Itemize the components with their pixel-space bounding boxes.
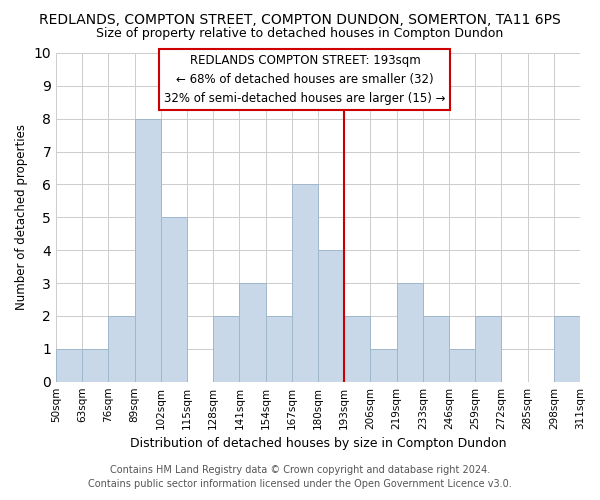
Bar (213, 316, 239, 382)
Y-axis label: Number of detached properties: Number of detached properties (15, 124, 28, 310)
Bar (554, 316, 580, 382)
Text: Size of property relative to detached houses in Compton Dundon: Size of property relative to detached ho… (97, 28, 503, 40)
Bar (475, 316, 502, 382)
Bar (397, 283, 423, 382)
Bar (449, 349, 475, 382)
Bar (239, 283, 266, 382)
Bar (370, 349, 397, 382)
Text: REDLANDS COMPTON STREET: 193sqm
← 68% of detached houses are smaller (32)
32% of: REDLANDS COMPTON STREET: 193sqm ← 68% of… (164, 54, 446, 105)
Bar (82, 349, 109, 382)
Text: Contains HM Land Registry data © Crown copyright and database right 2024.
Contai: Contains HM Land Registry data © Crown c… (88, 465, 512, 489)
Bar (423, 316, 449, 382)
Text: REDLANDS, COMPTON STREET, COMPTON DUNDON, SOMERTON, TA11 6PS: REDLANDS, COMPTON STREET, COMPTON DUNDON… (39, 12, 561, 26)
Bar (318, 250, 344, 382)
Bar (266, 316, 292, 382)
X-axis label: Distribution of detached houses by size in Compton Dundon: Distribution of detached houses by size … (130, 437, 506, 450)
Bar (109, 316, 134, 382)
Bar (56, 349, 82, 382)
Bar (292, 184, 318, 382)
Bar (134, 118, 161, 382)
Bar (344, 316, 370, 382)
Bar (161, 218, 187, 382)
